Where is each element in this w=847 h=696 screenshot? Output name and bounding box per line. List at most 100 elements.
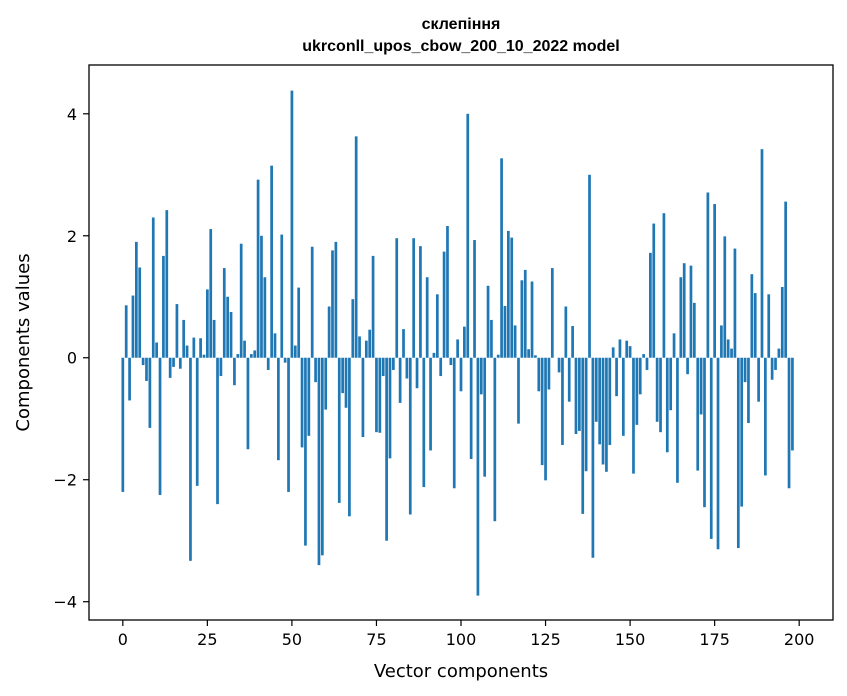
bar [168, 357, 172, 378]
bar [780, 287, 784, 358]
bar [172, 357, 175, 367]
x-tick-label: 175 [699, 630, 730, 649]
bar [334, 241, 338, 358]
bar [124, 305, 128, 358]
bar [324, 357, 328, 410]
bar [510, 237, 514, 358]
bar [561, 357, 564, 445]
bar [337, 357, 341, 503]
bar [716, 357, 720, 550]
bar [753, 293, 757, 358]
bar [412, 238, 416, 358]
bar [199, 338, 202, 358]
plot-frame [88, 64, 834, 621]
bar [490, 319, 493, 358]
bar [408, 357, 412, 515]
bar [243, 340, 246, 358]
bar [212, 319, 216, 358]
bar [459, 357, 463, 392]
bar [287, 357, 290, 492]
bar [473, 240, 476, 358]
bar [496, 354, 500, 358]
bar [642, 354, 645, 358]
bar [567, 357, 571, 402]
bar [446, 226, 449, 358]
bar [774, 357, 777, 370]
bar [249, 354, 253, 358]
bar [584, 357, 588, 472]
bar [791, 357, 794, 451]
bar [425, 277, 429, 358]
y-tick-label: −2 [53, 471, 77, 490]
bar [777, 348, 781, 358]
bar [192, 337, 196, 358]
bar [787, 357, 791, 489]
bar [621, 357, 625, 436]
bar [767, 294, 771, 358]
chart-title-line2: ukrconll_upos_cbow_200_10_2022 model [302, 38, 619, 55]
bar [665, 357, 669, 453]
bar [513, 325, 517, 358]
bar [266, 357, 270, 370]
bar [128, 357, 131, 401]
bar [134, 241, 138, 358]
bar [689, 265, 693, 358]
bar [605, 357, 608, 472]
bar [770, 357, 774, 380]
bar [537, 357, 541, 392]
bar [158, 357, 162, 495]
bar [314, 357, 317, 383]
bar [351, 299, 355, 358]
bar [736, 357, 740, 549]
bar [155, 342, 158, 358]
bar [131, 295, 135, 358]
x-tick-label: 150 [615, 630, 646, 649]
bar [598, 357, 602, 445]
bar [618, 339, 622, 358]
bar [206, 289, 209, 358]
x-tick-label: 25 [197, 630, 217, 649]
bar [699, 357, 703, 415]
bar [679, 277, 683, 358]
bar [310, 246, 314, 358]
bar [764, 357, 767, 476]
bar [571, 326, 574, 358]
bar [202, 354, 206, 358]
bar [320, 357, 324, 556]
bar [293, 345, 297, 358]
bar [493, 357, 497, 522]
bar [344, 357, 348, 408]
bar [655, 357, 659, 422]
bar [530, 281, 534, 358]
bar [364, 340, 368, 358]
bar [534, 355, 537, 358]
bar [226, 296, 230, 358]
y-tick-label: −4 [53, 593, 77, 612]
bar [720, 325, 723, 358]
bar [750, 274, 754, 358]
bar [517, 357, 520, 424]
bar [371, 255, 375, 358]
bar [422, 357, 426, 488]
bar [581, 357, 585, 514]
x-tick-label: 50 [282, 630, 302, 649]
bar [649, 252, 652, 358]
bar [216, 357, 219, 505]
bar [503, 305, 507, 358]
bar [402, 329, 405, 358]
bar [659, 357, 662, 433]
bar [419, 246, 422, 358]
bar [601, 357, 605, 465]
bar [358, 336, 361, 358]
bar [784, 201, 788, 358]
bar [270, 165, 273, 358]
bar [682, 263, 686, 358]
bar [331, 250, 334, 358]
bar [557, 357, 561, 373]
bar [368, 329, 372, 358]
bar [547, 357, 551, 390]
bar [185, 345, 189, 358]
bar [300, 357, 304, 448]
